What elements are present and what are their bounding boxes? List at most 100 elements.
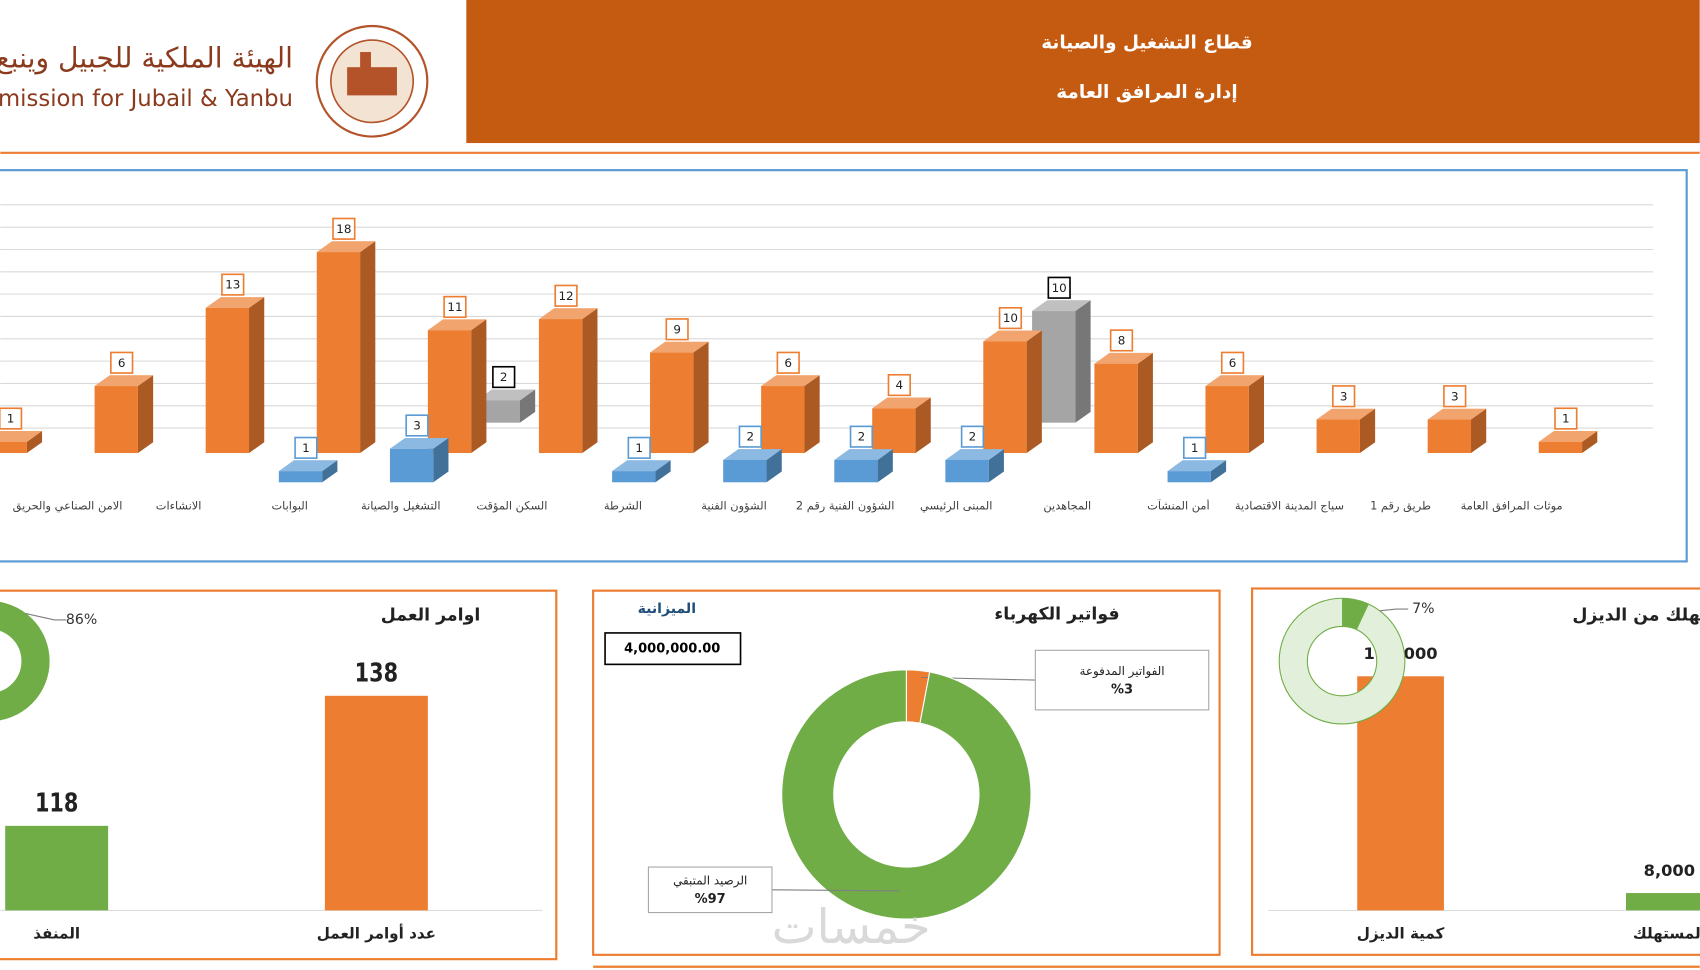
bar-side <box>1471 408 1487 454</box>
data-label: 2 <box>969 430 977 444</box>
bar-side-shade <box>322 460 338 483</box>
data-label-box <box>221 273 245 296</box>
bar-side <box>26 431 43 454</box>
bar <box>1427 419 1472 454</box>
bar-side <box>360 241 376 454</box>
bar-side-shade <box>1359 408 1376 454</box>
bar-top-shade <box>278 460 338 472</box>
data-label-box <box>1220 351 1245 374</box>
bar-side-shade <box>433 437 449 483</box>
x-tick-label: عدد أوامر العمل <box>317 924 436 943</box>
callout-box <box>1034 649 1210 711</box>
data-label: 18 <box>336 222 351 236</box>
bar <box>945 459 989 483</box>
bar <box>1538 441 1583 454</box>
bar-top-shade <box>205 297 265 308</box>
bar-top-shade <box>427 319 487 331</box>
data-label: 2 <box>747 430 755 444</box>
data-label-box <box>1109 329 1134 352</box>
bar-top-shade <box>538 308 598 320</box>
bar-top-shade <box>983 330 1042 342</box>
callout-category: الرصيد المتبقي <box>673 874 747 889</box>
bar-side <box>766 449 782 483</box>
bar-side-shade <box>766 449 782 483</box>
x-tick-label-text: أمن المنشآت <box>1147 499 1210 513</box>
sector-title: قطاع التشغيل والصيانة <box>1041 32 1252 53</box>
data-label-box <box>1332 385 1356 408</box>
data-label-box <box>1554 407 1578 430</box>
x-tick-label: الشؤون الفنية <box>701 499 767 513</box>
bar-side-shade <box>1026 330 1042 454</box>
bar-side <box>519 389 536 423</box>
bar-side-shade <box>471 319 487 454</box>
bar-top-shade <box>0 431 43 442</box>
bar-top <box>389 437 449 449</box>
bar-top-shade <box>650 341 709 353</box>
x-tick-label: طريق رقم 1 <box>1370 499 1432 513</box>
bar-side <box>582 308 598 454</box>
bar-top <box>94 375 154 387</box>
data-label: 8 <box>1118 333 1126 347</box>
bar-top <box>1094 352 1153 364</box>
data-label-box <box>738 425 762 448</box>
callout-value: %3 <box>1111 682 1133 697</box>
data-label-box <box>405 414 429 437</box>
data-label: 2 <box>500 370 508 384</box>
watermark: خمسات <box>772 900 931 955</box>
bar-top <box>983 330 1042 342</box>
x-tick-label-text: الانشاءات <box>155 499 202 513</box>
bar-top <box>0 431 43 442</box>
bar-top <box>761 375 820 387</box>
bar <box>834 459 878 483</box>
x-tick-label: الامن الصناعي والحريق <box>12 499 123 513</box>
data-label: 4 <box>896 378 904 392</box>
bar-top <box>1032 300 1091 312</box>
bar-top-shade <box>94 375 154 387</box>
x-tick-label-text: البوابات <box>271 499 308 513</box>
bar <box>476 400 520 423</box>
budget-box <box>604 632 742 666</box>
chart-title: فواتير الكهرباء <box>994 605 1119 625</box>
bar-top <box>612 460 671 472</box>
data-label: 138 <box>355 657 398 688</box>
data-label: 6 <box>118 356 126 370</box>
chart-title: المستهلك من الديزل <box>1572 606 1700 626</box>
data-label: 10 <box>1052 281 1067 295</box>
data-label: 2 <box>858 430 866 444</box>
data-label: 1 <box>7 412 15 426</box>
bar-side-shade <box>1210 460 1227 483</box>
bar-side <box>915 397 931 454</box>
bar-top <box>1427 408 1487 420</box>
x-tick-label-text: الامن الصناعي والحريق <box>12 499 123 513</box>
bar-side-shade <box>655 460 671 483</box>
data-label-box <box>627 436 651 459</box>
bar-side <box>1582 431 1598 454</box>
bar-side-shade <box>1471 408 1487 454</box>
bar-side <box>249 297 265 454</box>
data-label-box <box>110 351 134 374</box>
x-tick-label-text: الشؤون الفنية <box>701 499 767 513</box>
bar-side <box>1359 408 1376 454</box>
data-label: 6 <box>784 356 792 370</box>
data-label-box <box>960 425 985 448</box>
bar-side <box>433 437 449 483</box>
bar-top-shade <box>316 241 376 253</box>
bar-top <box>723 449 782 460</box>
x-tick-label: المستهلك <box>1633 925 1700 943</box>
bar-top-shade <box>612 460 671 472</box>
bar-side <box>655 460 671 483</box>
bar-top <box>1316 408 1376 420</box>
donut-segment <box>0 602 50 720</box>
x-tick-label-text: طريق رقم 1 <box>1370 499 1432 513</box>
bar-side <box>137 375 154 454</box>
bar-side <box>1075 300 1091 423</box>
x-tick-label-text: سياج المدينة الاقتصادية <box>1234 499 1345 513</box>
x-tick-label: كمية الديزل <box>1357 925 1445 943</box>
org-name-en: Royal Commission for Jubail & Yanbu <box>0 86 293 112</box>
x-tick-label-text: المجاهدين <box>1043 499 1092 513</box>
leader-line <box>25 612 67 621</box>
bar-top <box>476 389 536 401</box>
bar <box>1094 363 1138 454</box>
bar-side <box>471 319 487 454</box>
data-label-box <box>0 407 23 430</box>
